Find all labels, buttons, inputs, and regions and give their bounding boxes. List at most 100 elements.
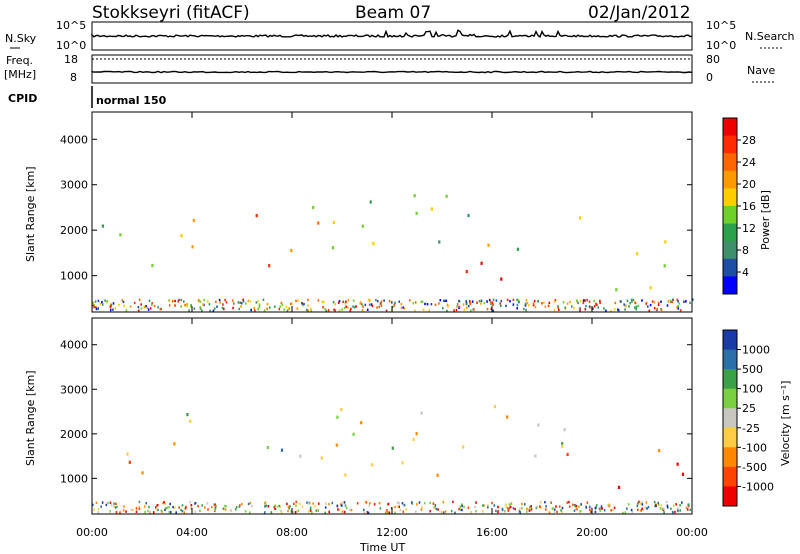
data-cell <box>128 460 131 464</box>
freq-label-top: Freq. <box>6 54 33 67</box>
data-cell <box>242 298 244 301</box>
data-cell <box>681 501 683 504</box>
data-cell <box>286 309 289 312</box>
velocity-colorbar-label: Velocity [m s⁻¹] <box>779 381 792 466</box>
data-cell <box>637 502 639 505</box>
data-cell <box>461 508 463 512</box>
data-cell <box>206 502 209 505</box>
data-cell <box>159 307 162 311</box>
data-cell <box>115 510 118 514</box>
data-cell <box>156 507 158 511</box>
data-cell <box>151 263 154 268</box>
ytick-label: 3000 <box>60 383 88 396</box>
data-cell <box>588 300 591 303</box>
data-cell <box>110 304 113 307</box>
data-cell <box>434 504 437 507</box>
data-cell <box>363 508 365 512</box>
data-cell <box>99 302 102 306</box>
data-cell <box>265 503 267 507</box>
data-cell <box>168 510 171 514</box>
data-cell <box>268 306 271 309</box>
data-cell <box>475 510 477 513</box>
data-cell <box>572 503 574 506</box>
data-cell <box>516 307 518 310</box>
data-cell <box>471 300 474 303</box>
data-cell <box>247 299 250 303</box>
colorbar-swatch <box>723 135 737 154</box>
data-cell <box>101 501 104 504</box>
colorbar-tick-label: -100 <box>742 441 767 454</box>
data-cell <box>525 308 527 312</box>
data-cell <box>274 507 276 510</box>
data-cell <box>482 510 484 513</box>
data-cell <box>535 506 538 510</box>
data-cell <box>278 307 281 311</box>
data-cell <box>371 304 374 308</box>
data-cell <box>164 502 166 505</box>
data-cell <box>443 299 445 303</box>
data-cell <box>499 302 501 305</box>
data-cell <box>508 507 510 510</box>
data-cell <box>360 301 362 304</box>
data-cell <box>328 510 330 514</box>
data-cell <box>204 506 206 509</box>
xtick-label: 12:00 <box>376 526 408 539</box>
data-cell <box>678 302 680 305</box>
data-cell <box>189 501 192 504</box>
data-cell <box>437 508 439 511</box>
data-cell <box>338 309 341 312</box>
data-cell <box>267 505 270 508</box>
data-cell <box>631 510 634 514</box>
data-cell <box>612 508 614 511</box>
data-cell <box>430 303 433 306</box>
data-cell <box>514 507 516 511</box>
data-cell <box>517 299 520 302</box>
data-cell <box>168 304 171 307</box>
date-title: 02/Jan/2012 <box>588 3 691 23</box>
noise-left-label: N.Sky <box>5 32 37 45</box>
data-cell <box>676 462 679 466</box>
velocity-data <box>92 405 692 515</box>
data-cell <box>509 300 511 303</box>
data-cell <box>661 508 663 511</box>
data-cell <box>573 509 576 512</box>
data-cell <box>670 507 672 510</box>
data-cell <box>521 502 523 506</box>
colorbar-swatch <box>723 427 737 448</box>
data-cell <box>173 442 176 446</box>
data-cell <box>366 308 369 311</box>
data-cell <box>113 505 115 508</box>
data-cell <box>530 508 533 511</box>
data-cell <box>337 508 339 511</box>
data-cell <box>95 307 98 311</box>
data-cell <box>465 303 468 306</box>
data-cell <box>308 510 310 513</box>
data-cell <box>295 504 297 507</box>
data-cell <box>456 305 459 308</box>
data-cell <box>632 298 635 302</box>
data-cell <box>637 508 639 512</box>
colorbar-swatch <box>723 408 737 429</box>
data-cell <box>414 309 416 312</box>
data-cell <box>687 504 690 508</box>
data-cell <box>624 511 627 514</box>
data-cell <box>197 504 199 508</box>
data-cell <box>445 299 448 303</box>
data-cell <box>324 308 326 311</box>
data-cell <box>463 505 465 509</box>
data-cell <box>350 509 353 512</box>
data-cell <box>553 510 556 513</box>
data-cell <box>553 508 556 511</box>
data-cell <box>598 507 601 510</box>
data-cell <box>387 511 389 514</box>
data-cell <box>679 309 682 312</box>
data-cell <box>642 508 644 511</box>
data-cell <box>249 501 252 505</box>
data-cell <box>338 300 341 303</box>
data-cell <box>657 503 660 506</box>
data-cell <box>186 303 188 306</box>
data-cell <box>169 510 172 514</box>
data-cell <box>203 298 205 302</box>
data-cell <box>455 308 458 312</box>
data-cell <box>660 308 663 311</box>
